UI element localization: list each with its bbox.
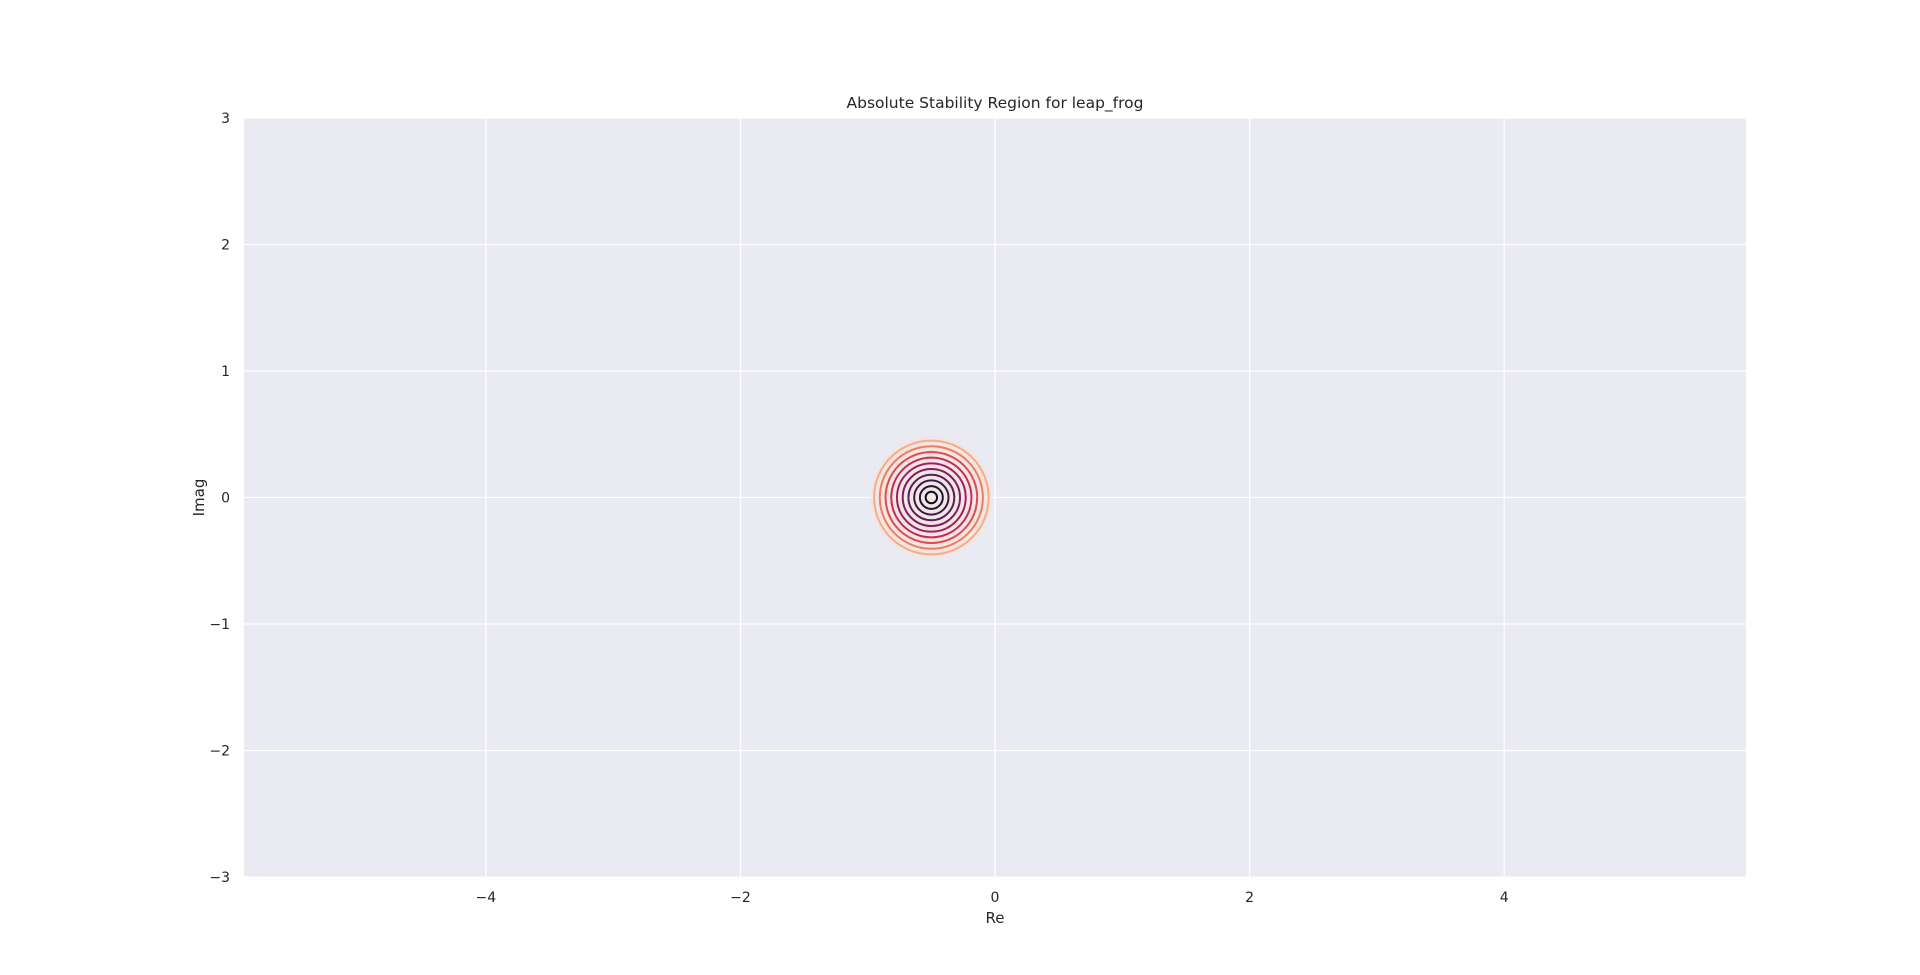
contour-level <box>913 479 950 516</box>
x-axis-ticks: −4 −2 0 2 4 <box>476 890 1509 906</box>
y-tick-label: −3 <box>209 870 230 886</box>
y-tick-label: 0 <box>221 491 230 507</box>
x-tick-label: 0 <box>991 890 1000 906</box>
x-tick-label: 2 <box>1245 890 1254 906</box>
contour-level <box>901 468 961 527</box>
chart-title: Absolute Stability Region for leap_frog <box>847 94 1144 113</box>
y-axis-ticks: −3 −2 −1 0 1 2 3 <box>209 111 230 886</box>
x-tick-label: −2 <box>730 890 751 906</box>
contour-level <box>873 439 990 556</box>
x-axis-label: Re <box>986 909 1005 927</box>
contour-halo <box>870 436 993 559</box>
contour-level <box>878 445 984 550</box>
contour-level <box>924 490 939 505</box>
contour-level <box>918 485 944 510</box>
x-tick-label: −4 <box>476 890 497 906</box>
grid-lines <box>244 117 1746 878</box>
y-tick-label: 1 <box>221 364 230 380</box>
y-tick-label: −1 <box>209 617 230 633</box>
x-tick-label: 4 <box>1500 890 1509 906</box>
contour-level <box>890 456 973 539</box>
contour-level <box>895 462 967 533</box>
contour-level <box>907 473 956 522</box>
contour-level <box>884 450 979 545</box>
y-tick-label: 3 <box>221 111 230 127</box>
contour-plot <box>870 436 993 559</box>
y-axis-label: Imag <box>190 479 208 517</box>
y-tick-label: −2 <box>209 744 230 760</box>
y-tick-label: 2 <box>221 238 230 254</box>
